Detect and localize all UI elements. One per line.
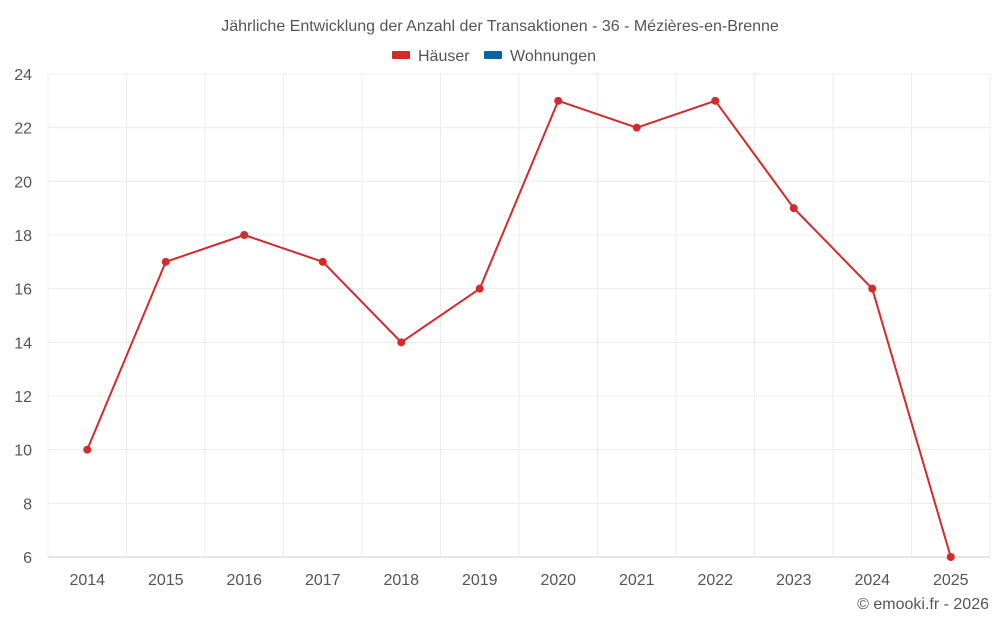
- data-point[interactable]: [240, 231, 249, 239]
- y-axis: 6 8 10 12 14 16 18 20 22 24: [14, 67, 32, 567]
- y-tick-label: 16: [14, 282, 32, 299]
- x-tick-label: 2024: [854, 572, 890, 589]
- chart-title: Jährliche Entwicklung der Anzahl der Tra…: [221, 18, 779, 35]
- legend-label-hauser: Häuser: [418, 48, 470, 65]
- x-tick-label: 2016: [226, 572, 262, 589]
- data-point[interactable]: [789, 204, 798, 213]
- x-tick-label: 2021: [619, 572, 655, 589]
- y-tick-label: 22: [14, 121, 32, 138]
- legend-swatch-wohnungen: [484, 51, 502, 59]
- y-tick-label: 12: [14, 389, 32, 406]
- x-tick-label: 2025: [933, 572, 969, 589]
- legend-label-wohnungen: Wohnungen: [510, 48, 596, 65]
- data-point[interactable]: [318, 257, 327, 266]
- data-point[interactable]: [475, 284, 484, 293]
- y-tick-label: 6: [23, 550, 32, 567]
- series-line-0: [86, 99, 952, 558]
- y-tick-label: 8: [23, 496, 32, 513]
- x-tick-label: 2014: [69, 572, 105, 589]
- x-tick-label: 2019: [462, 572, 498, 589]
- series-layer: [83, 96, 955, 561]
- legend: Häuser Wohnungen: [392, 48, 596, 65]
- x-tick-label: 2015: [148, 572, 184, 589]
- legend-item-hauser[interactable]: Häuser: [392, 48, 470, 65]
- x-tick-label: 2017: [305, 572, 341, 589]
- x-tick-label: 2023: [776, 572, 812, 589]
- y-tick-label: 20: [14, 174, 32, 191]
- grid: [47, 73, 991, 558]
- data-point[interactable]: [83, 445, 92, 454]
- x-tick-label: 2022: [697, 572, 733, 589]
- data-point[interactable]: [632, 123, 641, 132]
- data-point[interactable]: [397, 338, 406, 347]
- legend-swatch-hauser: [392, 51, 410, 59]
- y-tick-label: 18: [14, 228, 32, 245]
- x-axis: 2014 2015 2016 2017 2018 2019 2020 2021 2022 2023…: [69, 572, 968, 589]
- data-point[interactable]: [946, 553, 955, 561]
- y-tick-label: 14: [14, 335, 32, 352]
- y-tick-label: 10: [14, 443, 32, 460]
- credit-text: © emooki.fr - 2026: [857, 596, 989, 613]
- x-tick-label: 2018: [383, 572, 419, 589]
- data-point[interactable]: [711, 96, 720, 105]
- legend-item-wohnungen[interactable]: Wohnungen: [484, 48, 596, 65]
- x-tick-label: 2020: [540, 572, 576, 589]
- data-point[interactable]: [868, 284, 877, 293]
- data-point[interactable]: [161, 257, 170, 266]
- data-point[interactable]: [554, 96, 563, 105]
- y-tick-label: 24: [14, 67, 32, 84]
